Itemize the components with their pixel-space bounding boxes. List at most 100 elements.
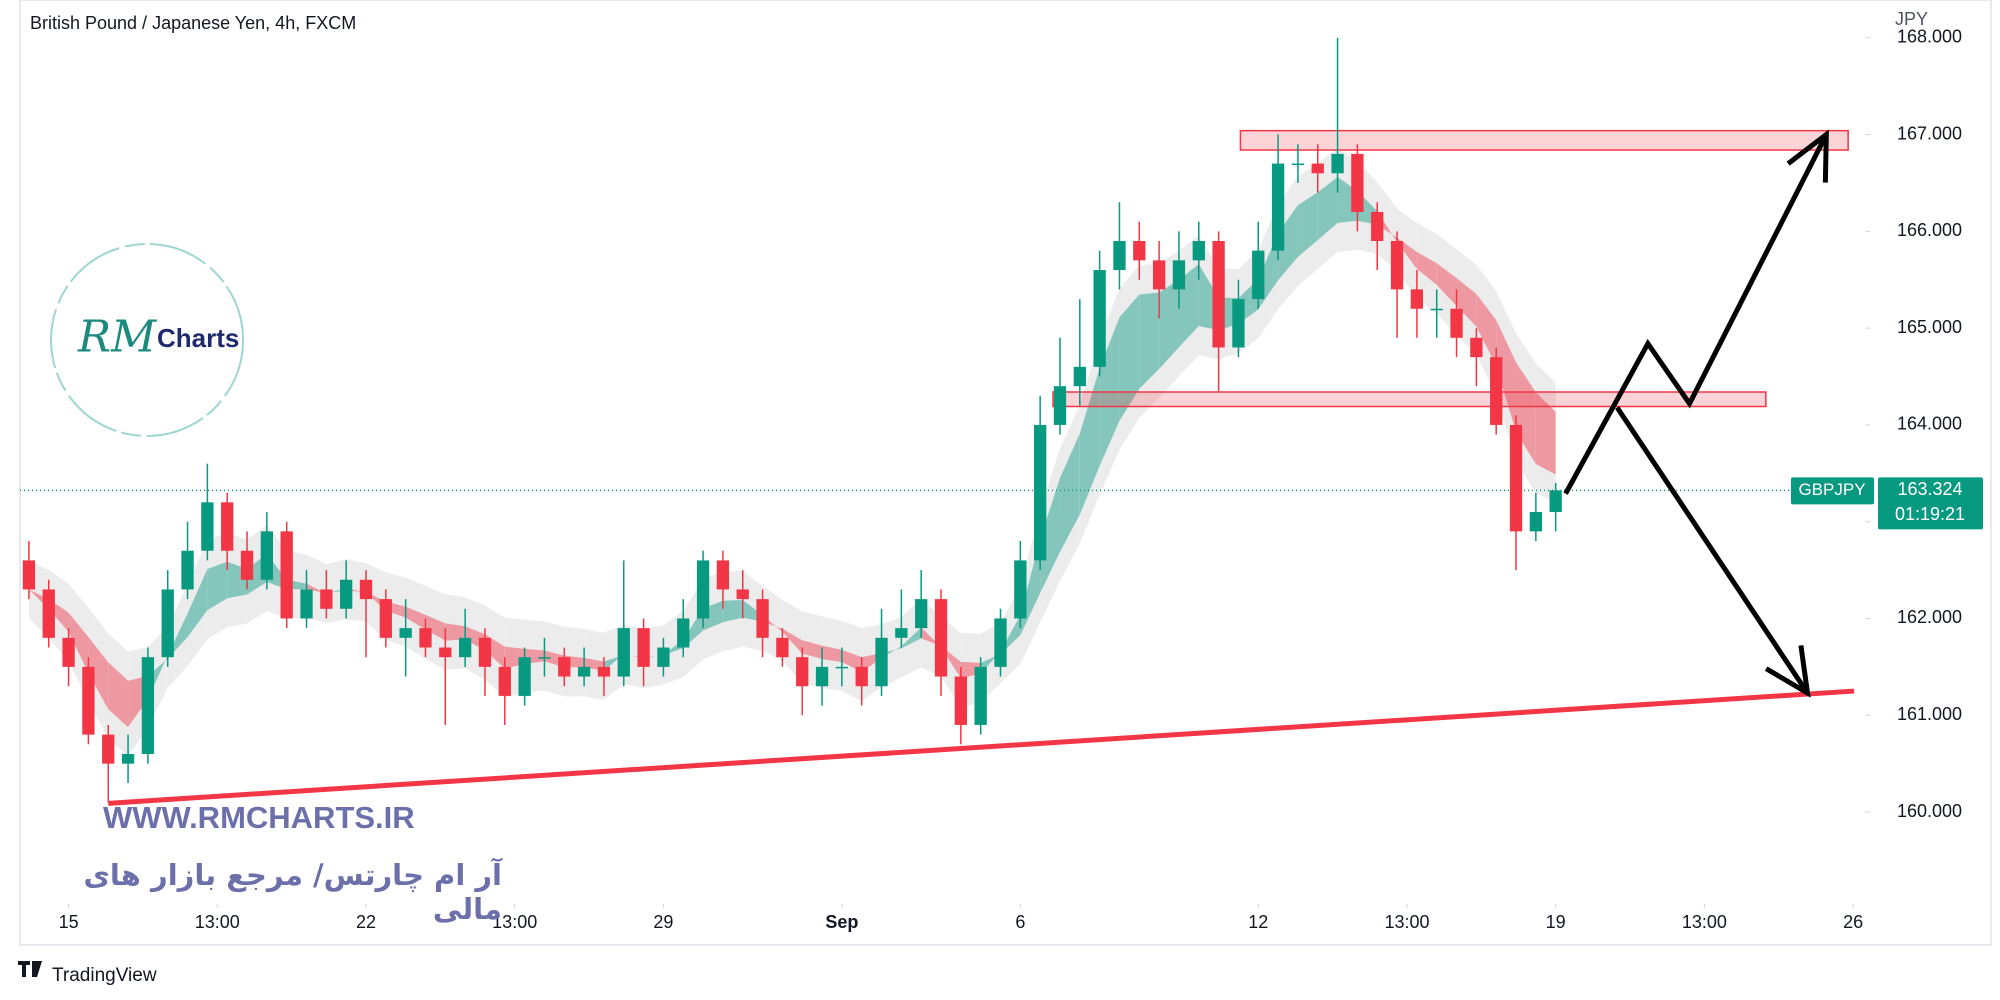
ribbon-envelope	[1317, 147, 1338, 270]
ribbon-band	[88, 637, 109, 710]
ribbon-band	[425, 614, 446, 641]
ribbon-envelope	[564, 626, 585, 697]
candle-body	[1470, 337, 1483, 358]
candle-body	[1212, 241, 1225, 348]
plot-area	[20, 37, 1865, 806]
ribbon-band	[1040, 477, 1060, 594]
candle-body	[221, 502, 234, 551]
candle-body	[815, 666, 829, 687]
symbol-label: GBPJPY	[1798, 480, 1865, 499]
candle-body	[597, 666, 611, 677]
x-tick-label: 13:00	[1384, 912, 1429, 932]
ribbon-band	[802, 640, 823, 659]
footer-brand: TradingView	[52, 965, 157, 986]
ribbon-band	[187, 569, 208, 638]
ribbon-envelope	[584, 628, 604, 700]
candle-body	[1113, 241, 1126, 271]
candle-body	[954, 676, 967, 725]
candle-body	[1509, 424, 1523, 532]
candle-body	[1252, 250, 1265, 300]
candle-body	[716, 560, 730, 590]
logo-text: Charts	[157, 323, 239, 353]
ribbon-band	[1059, 433, 1080, 552]
candle-body	[1490, 357, 1503, 425]
ribbon-band	[1119, 294, 1140, 421]
x-tick-label: 12	[1248, 912, 1268, 932]
countdown-label: 01:19:21	[1895, 504, 1965, 524]
ribbon-envelope	[544, 621, 565, 697]
ribbon-band	[405, 606, 426, 630]
candle-body	[1093, 270, 1106, 367]
candle-body	[1291, 163, 1305, 166]
candle-body	[776, 637, 789, 658]
x-tick-label: 26	[1843, 912, 1863, 932]
candle-body	[1311, 163, 1324, 174]
candle-body	[141, 657, 155, 754]
candle-body	[756, 599, 769, 638]
candle-body	[340, 579, 353, 609]
candle-body	[1053, 386, 1067, 425]
candle-body	[379, 599, 392, 638]
candle-body	[577, 666, 591, 677]
candle-body	[201, 502, 214, 551]
candle-body	[696, 560, 710, 619]
ribbon-envelope	[1496, 291, 1517, 462]
frame	[19, 0, 1992, 946]
x-tick-label: 22	[356, 912, 376, 932]
ribbon-band	[1535, 392, 1556, 475]
price-box	[1878, 477, 1983, 530]
arrow-head	[1764, 645, 1811, 698]
candle-body	[399, 628, 412, 638]
y-tick-label: 164.000	[1897, 414, 1962, 434]
ribbon-envelope	[1059, 404, 1080, 581]
candle-body	[320, 589, 333, 609]
ribbon-envelope	[187, 539, 208, 667]
candle-body	[1529, 512, 1543, 532]
candle-body	[974, 666, 987, 725]
x-tick-label: 15	[59, 912, 79, 932]
y-tick-label: 165.000	[1897, 317, 1962, 337]
candle-body	[895, 628, 908, 638]
x-tick-label: 13:00	[1682, 912, 1727, 932]
x-tick-label: 13:00	[195, 912, 240, 932]
ribbon-band	[1079, 368, 1100, 515]
ribbon-envelope	[1139, 263, 1160, 418]
candle-body	[121, 753, 135, 764]
ribbon-band	[782, 628, 803, 654]
x-tick-label: Sep	[825, 912, 858, 932]
candle-body	[915, 599, 928, 629]
x-tick-label: 29	[653, 912, 673, 932]
x-tick-label: 19	[1546, 912, 1566, 932]
y-tick-label: 167.000	[1897, 123, 1962, 143]
ribbon-envelope	[1119, 265, 1140, 450]
candle-body	[736, 589, 749, 600]
ribbon-band	[841, 649, 862, 672]
candle-body	[181, 550, 194, 590]
candle-body	[796, 657, 809, 687]
candle-body	[102, 734, 115, 764]
ribbon-band	[822, 645, 842, 663]
arrow	[1563, 133, 1829, 495]
candle-body	[934, 599, 948, 677]
ribbon-band	[901, 627, 922, 649]
candle-body	[617, 628, 630, 677]
candle-body	[994, 618, 1007, 667]
y-tick-label: 160.000	[1897, 801, 1962, 821]
candle-body	[1371, 211, 1384, 242]
candle-body	[1073, 366, 1086, 387]
candle-body	[657, 647, 670, 667]
ribbon-band	[1456, 278, 1477, 327]
ribbon-envelope	[108, 633, 129, 757]
y-tick-label: 168.000	[1897, 26, 1962, 46]
candle-body	[835, 666, 849, 669]
ribbon-band	[722, 600, 743, 623]
zone	[1052, 391, 1767, 408]
tv-logo	[18, 961, 42, 977]
candle-body	[22, 560, 36, 590]
candle-body	[1192, 241, 1205, 261]
axes: 160.000161.000162.000163.000164.000165.0…	[59, 26, 1963, 931]
candle-body	[1014, 560, 1027, 619]
candle-body	[260, 531, 274, 580]
candle-body	[478, 637, 492, 667]
